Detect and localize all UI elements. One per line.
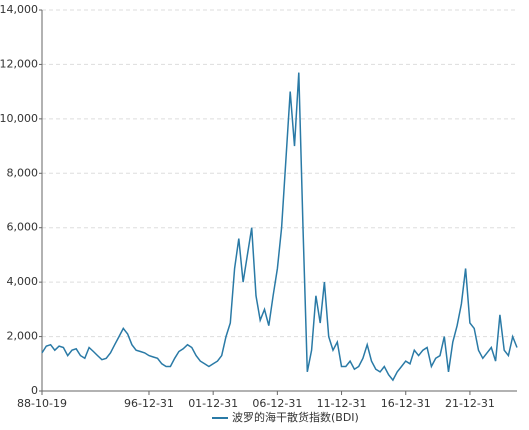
x-tick-label: 21-12-31 xyxy=(445,397,495,410)
x-tick-label: 16-12-31 xyxy=(381,397,431,410)
data-line xyxy=(41,72,518,382)
x-tick-label: 88-10-19 xyxy=(17,397,67,410)
y-tick-label: 10,000 xyxy=(0,112,38,125)
y-tick-label: 4,000 xyxy=(7,275,39,288)
y-tick-label: 2,000 xyxy=(7,330,39,343)
x-tick-label: 01-12-31 xyxy=(188,397,238,410)
y-tick-label: 8,000 xyxy=(7,166,39,179)
y-tick-label: 12,000 xyxy=(0,57,38,70)
x-tick-label: 06-12-31 xyxy=(252,397,302,410)
legend-label: 波罗的海干散货指数(BDI) xyxy=(232,410,359,424)
y-tick-label: 14,000 xyxy=(0,3,38,16)
y-tick-label: 0 xyxy=(31,384,38,397)
x-tick-label: 11-12-31 xyxy=(317,397,367,410)
x-tick-label: 96-12-31 xyxy=(124,397,174,410)
y-tick-label: 6,000 xyxy=(7,221,39,234)
